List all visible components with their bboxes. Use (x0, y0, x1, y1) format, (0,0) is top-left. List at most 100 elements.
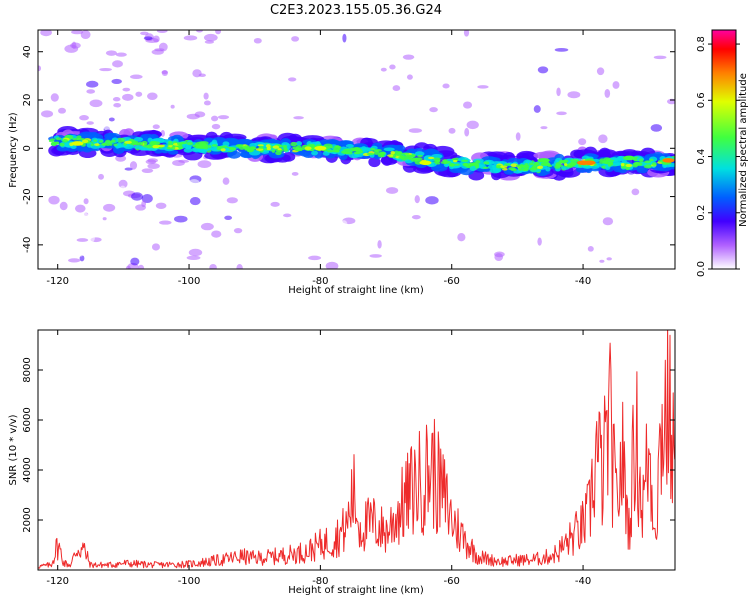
heatmap-cell (140, 31, 149, 36)
heatmap-cell (554, 47, 569, 52)
snr-x-axis: -120 -100 -80 -60 -40 (46, 330, 591, 587)
heatmap-cell (442, 159, 448, 163)
heatmap-cell (186, 113, 200, 120)
heatmap-cell (515, 132, 521, 141)
heatmap-cell (132, 145, 144, 149)
spectrogram-x-axis: -120 -100 -80 -60 -40 (46, 30, 591, 287)
heatmap-cell (107, 106, 119, 112)
heatmap-cell (463, 163, 469, 167)
heatmap-cell (394, 109, 408, 117)
heatmap-cell (77, 91, 85, 95)
heatmap-cell (75, 55, 83, 63)
heatmap-cell (143, 36, 153, 41)
heatmap-cell (113, 103, 122, 108)
heatmap-cell (419, 160, 432, 166)
heatmap-cell (152, 144, 160, 149)
heatmap-cell (314, 145, 327, 151)
x-tick-label: -80 (312, 276, 328, 287)
heatmap-cell (390, 151, 395, 155)
heatmap-cell (52, 141, 60, 145)
heatmap-cell (101, 142, 107, 146)
heatmap-cell (186, 142, 194, 146)
heatmap-cell (105, 50, 117, 56)
heatmap-cell (222, 145, 228, 148)
heatmap-cell (625, 93, 640, 99)
heatmap-cell (196, 143, 209, 149)
heatmap-cell (236, 263, 243, 269)
heatmap-cell (204, 76, 216, 83)
heatmap-cell (205, 193, 214, 201)
spectrogram-x-label: Height of straight line (km) (288, 285, 424, 296)
heatmap-cell (170, 104, 175, 109)
heatmap-cell (530, 167, 538, 171)
snr-frame (37, 329, 676, 571)
heatmap-cell (606, 257, 612, 261)
heatmap-cell (567, 91, 581, 99)
heatmap-cell (547, 164, 553, 168)
heatmap-cell (243, 145, 250, 149)
heatmap-cell (152, 81, 160, 86)
heatmap-cell (389, 64, 396, 70)
heatmap-cell (342, 151, 350, 155)
heatmap-cell (40, 173, 46, 178)
heatmap-cell (178, 144, 183, 148)
heatmap-cell (428, 156, 435, 160)
heatmap-cell (287, 77, 297, 82)
heatmap-cell (208, 145, 212, 148)
heatmap-cell (188, 248, 203, 257)
heatmap-cell (295, 148, 301, 152)
heatmap-cell (345, 144, 354, 148)
heatmap-cell (116, 137, 126, 143)
heatmap-cell (663, 70, 675, 77)
heatmap-cell (373, 149, 379, 153)
y-tick-label: 0 (22, 145, 33, 151)
heatmap-cell (220, 148, 226, 152)
heatmap-cell (159, 220, 172, 225)
heatmap-cell (482, 166, 489, 170)
heatmap-cell (523, 168, 529, 171)
heatmap-cell (392, 85, 401, 92)
heatmap-cell (411, 214, 421, 220)
heatmap-cell (147, 163, 160, 170)
heatmap-cell (435, 162, 441, 165)
heatmap-cell (253, 37, 262, 44)
heatmap-cell (71, 30, 84, 35)
heatmap-cell (282, 144, 288, 149)
heatmap-cell (281, 151, 296, 162)
heatmap-cell (118, 179, 128, 189)
y-tick-label: -20 (22, 188, 33, 204)
heatmap-cell (141, 194, 153, 204)
heatmap-cell (494, 253, 504, 261)
heatmap-cell (79, 255, 85, 262)
heatmap-cell (612, 81, 620, 89)
colorbar-tick-label: 0.4 (696, 149, 707, 165)
heatmap-cell (308, 255, 322, 261)
heatmap-cell (639, 158, 644, 163)
heatmap-cell (226, 197, 238, 204)
heatmap-cell (142, 171, 151, 180)
heatmap-cell (99, 140, 104, 143)
heatmap-cell (412, 131, 426, 139)
heatmap-cell (48, 195, 60, 205)
heatmap-cell (533, 151, 557, 160)
spectrogram-heatmap (38, 30, 675, 269)
heatmap-cell (283, 213, 292, 218)
heatmap-cell (570, 161, 575, 165)
colorbar-tick-label: 0.2 (696, 205, 707, 221)
heatmap-cell (268, 138, 277, 145)
heatmap-cell (94, 143, 100, 146)
heatmap-cell (417, 154, 423, 158)
heatmap-cell (86, 121, 94, 125)
heatmap-cell (143, 142, 148, 146)
heatmap-cell (50, 93, 59, 102)
heatmap-cell (198, 73, 206, 78)
heatmap-cell (578, 138, 587, 146)
heatmap-cell (378, 151, 386, 155)
heatmap-cell (518, 263, 528, 269)
heatmap-cell (468, 162, 474, 166)
heatmap-cell (644, 160, 651, 164)
heatmap-cell (508, 167, 516, 171)
heatmap-cell (84, 60, 97, 68)
